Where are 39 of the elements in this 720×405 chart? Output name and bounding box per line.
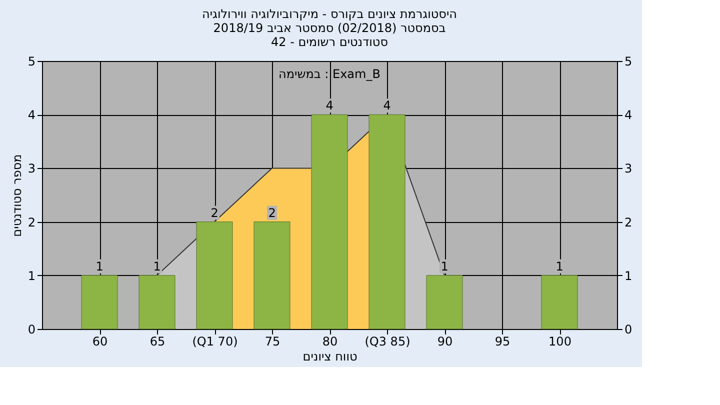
x-tick-label: 65 [150, 334, 166, 348]
y2-tick-label: 3 [624, 162, 632, 176]
y-tick-label: 4 [28, 108, 36, 122]
y2-tick-label: 0 [624, 322, 632, 336]
bar [311, 114, 348, 330]
x-tick-label: 100 [548, 334, 572, 348]
text: סטודנטים רשומים - 42 [270, 35, 388, 49]
y-tick-label: 2 [28, 215, 36, 230]
y2-tick-label: 5 [624, 54, 632, 68]
data-label: 4 [326, 98, 334, 113]
bar [81, 275, 118, 330]
y2-tick-label: 4 [624, 108, 632, 122]
data-label: 2 [268, 206, 276, 220]
data-label: 2 [210, 206, 218, 220]
x-tick-label: 60 [92, 334, 108, 348]
x-tick-label: (Q3 85) [364, 334, 410, 348]
y-tick-label: 1 [28, 268, 36, 283]
x-tick-label: (Q1 70) [192, 334, 238, 348]
y2-tick-label: 2 [624, 215, 632, 230]
y-tick-label: 5 [28, 54, 36, 68]
y-tick-label: 0 [28, 322, 36, 336]
y-axis-title: מספר סטודנטים [10, 154, 24, 237]
data-label: 4 [383, 98, 391, 113]
x-tick-label: 75 [264, 334, 280, 348]
annotation: במשימה : Exam_B [278, 67, 380, 81]
bar [541, 275, 578, 330]
x-tick-label: 90 [437, 334, 453, 348]
x-tick-label: 95 [494, 334, 510, 348]
data-label: 1 [440, 259, 448, 274]
data-label: 1 [556, 259, 564, 274]
y-tick-label: 3 [28, 162, 36, 176]
text: היסטוגרמת ציונים בקורס - מיקרוביולוגיה ווירולוגיה [202, 7, 457, 21]
y2-tick-label: 1 [624, 268, 632, 283]
bar [254, 222, 290, 330]
text: בסמסטר (02/2018) סמסטר אביב 2018/19 [213, 21, 446, 35]
x-tick-label: 80 [322, 334, 338, 348]
data-label: 1 [153, 259, 161, 274]
x-axis-title: טווח ציונים [302, 350, 358, 364]
data-label: 1 [96, 259, 104, 274]
